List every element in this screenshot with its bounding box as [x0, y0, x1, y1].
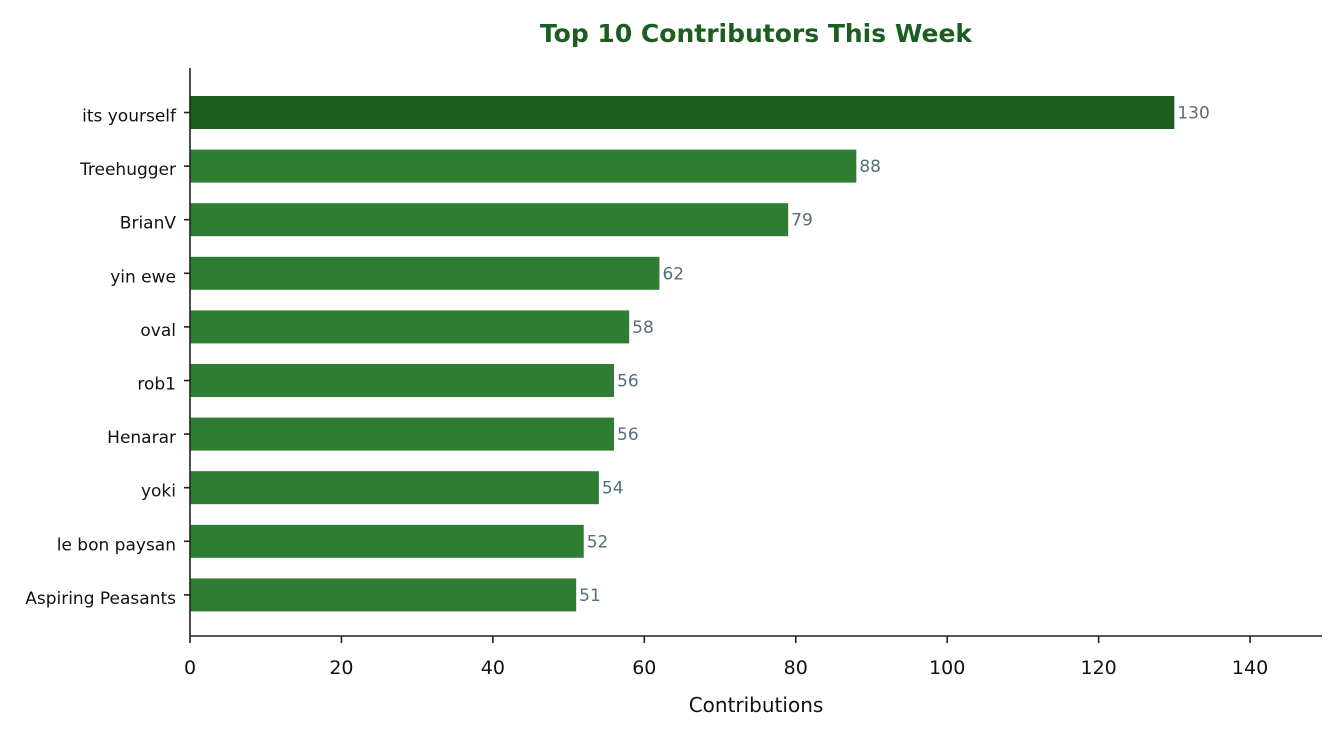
- x-tick-label: 20: [329, 657, 353, 679]
- bar: [190, 417, 615, 451]
- bar-value-label: 56: [617, 372, 639, 392]
- x-axis-ticks: 0 20 40 60 80 100 120 140: [184, 636, 1268, 679]
- x-tick-label: 40: [481, 657, 505, 679]
- x-axis-title: Contributions: [689, 693, 824, 717]
- bar: [190, 524, 584, 558]
- value-labels: 130 88 79 62 58 56 56 54 52 51: [579, 104, 1210, 606]
- x-tick-label: 140: [1232, 657, 1268, 679]
- category-label: yoki: [141, 482, 176, 502]
- category-label: Aspiring Peasants: [25, 589, 176, 609]
- bar-value-label: 58: [632, 318, 654, 338]
- category-label: oval: [140, 321, 176, 341]
- bar: [190, 578, 577, 612]
- x-tick-label: 60: [632, 657, 656, 679]
- x-tick-label: 120: [1080, 657, 1116, 679]
- x-tick-label: 0: [184, 657, 196, 679]
- category-label: yin ewe: [110, 267, 176, 287]
- bar: [190, 96, 1175, 129]
- category-label: BrianV: [120, 214, 177, 234]
- bar-value-label: 56: [617, 425, 639, 445]
- bars: [190, 96, 1175, 612]
- bar-value-label: 88: [859, 157, 881, 177]
- x-tick-label: 100: [929, 657, 965, 679]
- bar-value-label: 130: [1177, 104, 1209, 124]
- bar: [190, 149, 857, 183]
- x-tick-label: 80: [784, 657, 808, 679]
- bar-value-label: 51: [579, 586, 601, 606]
- category-label: Treehugger: [79, 160, 176, 180]
- category-label: its yourself: [82, 107, 177, 127]
- chart-title: Top 10 Contributors This Week: [539, 19, 973, 48]
- bar-value-label: 54: [602, 479, 624, 499]
- bar: [190, 256, 660, 290]
- bar: [190, 203, 789, 237]
- bar: [190, 471, 599, 505]
- bar-value-label: 79: [791, 211, 813, 231]
- bar: [190, 310, 630, 344]
- category-label: rob1: [137, 375, 176, 395]
- category-labels: its yourself Treehugger BrianV yin ewe oval r…: [25, 107, 190, 609]
- bar-value-label: 62: [662, 264, 684, 284]
- category-label: Henarar: [107, 428, 176, 448]
- bar-value-label: 52: [587, 532, 609, 552]
- bar: [190, 364, 615, 397]
- category-label: le bon paysan: [57, 535, 176, 555]
